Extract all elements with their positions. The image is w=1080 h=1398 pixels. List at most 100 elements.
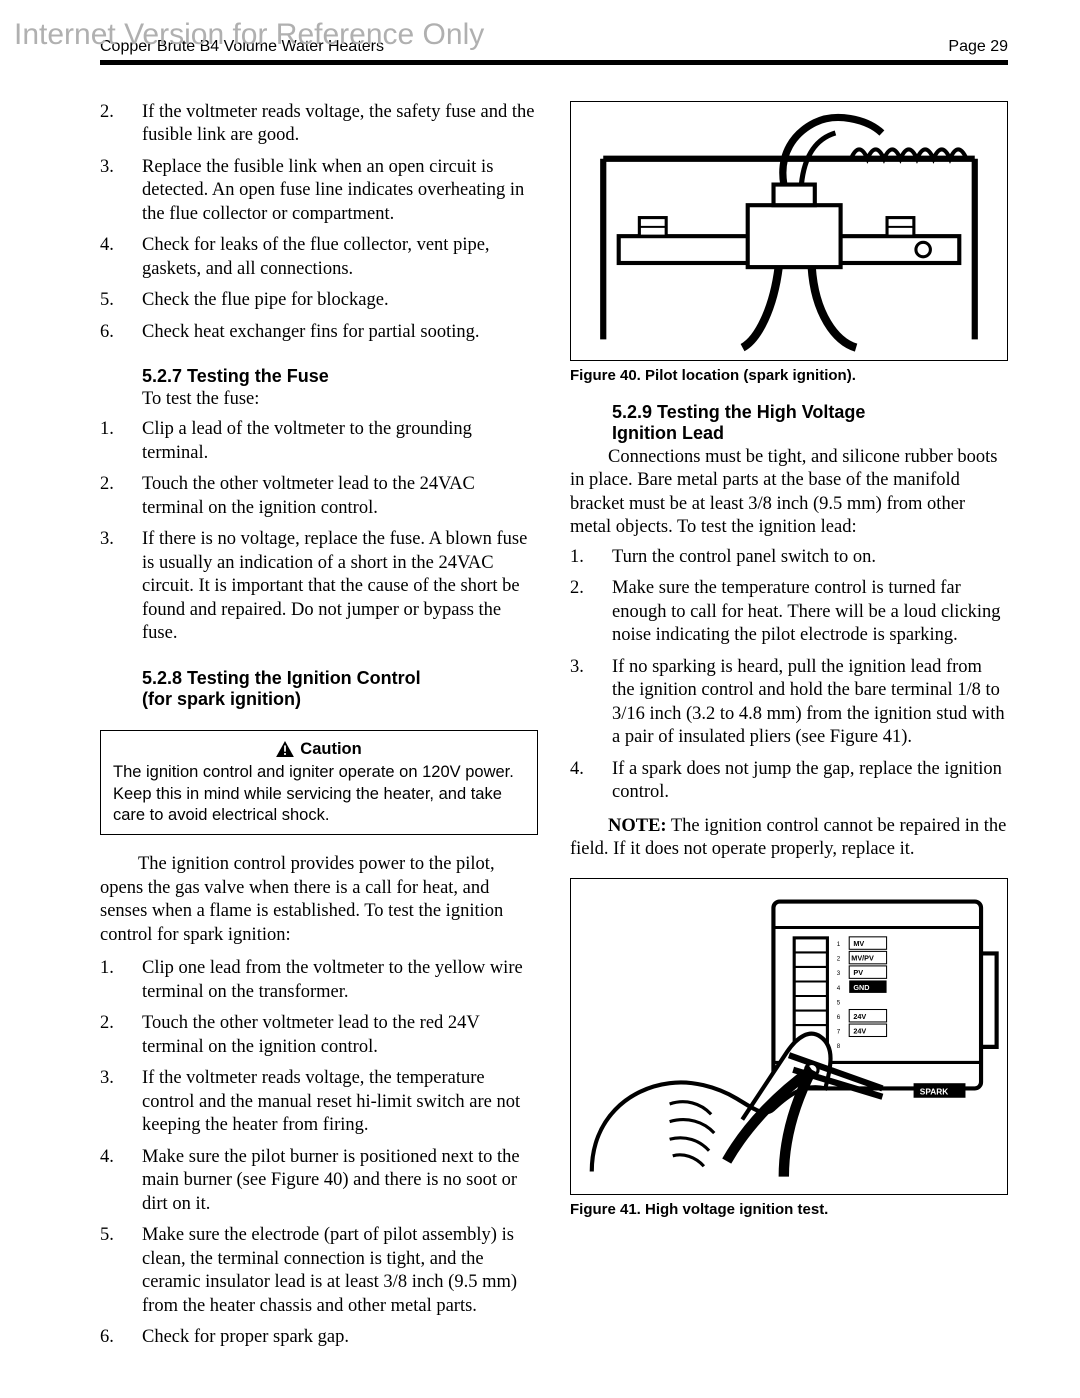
- list-text: Make sure the temperature control is tur…: [612, 577, 1008, 647]
- list-item: 1.Turn the control panel switch to on.: [570, 546, 1008, 569]
- list-item: 1.Clip one lead from the voltmeter to th…: [100, 957, 538, 1004]
- list-number: 4.: [100, 234, 142, 281]
- list-item: 6.Check for proper spark gap.: [100, 1326, 538, 1349]
- list-text: Clip one lead from the voltmeter to the …: [142, 957, 538, 1004]
- svg-text:8: 8: [837, 1043, 841, 1050]
- list-number: 4.: [100, 1146, 142, 1216]
- pre-list: 2.If the voltmeter reads voltage, the sa…: [100, 101, 538, 344]
- list-number: 6.: [100, 321, 142, 344]
- list-number: 3.: [100, 528, 142, 645]
- caution-label: Caution: [300, 739, 361, 760]
- list-item: 3.If no sparking is heard, pull the igni…: [570, 656, 1008, 750]
- list-number: 5.: [100, 289, 142, 312]
- caution-text: The ignition control and igniter operate…: [113, 762, 525, 826]
- two-column-layout: 2.If the voltmeter reads voltage, the sa…: [100, 101, 1008, 1358]
- note-paragraph: NOTE: The ignition control cannot be rep…: [570, 815, 1008, 862]
- warning-icon: [276, 741, 294, 757]
- list-text: Turn the control panel switch to on.: [612, 546, 1008, 569]
- svg-text:3: 3: [837, 970, 841, 977]
- list-text: Make sure the electrode (part of pilot a…: [142, 1224, 538, 1318]
- list-number: 2.: [100, 101, 142, 148]
- list-text: Check heat exchanger fins for partial so…: [142, 321, 538, 344]
- list-number: 3.: [100, 156, 142, 226]
- page: Copper Brute B4 Volume Water Heaters Pag…: [0, 0, 1080, 1398]
- caution-heading: Caution: [113, 739, 525, 760]
- list-text: Touch the other voltmeter lead to the 24…: [142, 473, 538, 520]
- list-5-2-9: 1.Turn the control panel switch to on.2.…: [570, 546, 1008, 805]
- svg-text:GND: GND: [853, 983, 869, 992]
- svg-text:SPARK: SPARK: [920, 1086, 948, 1096]
- svg-text:7: 7: [837, 1028, 841, 1035]
- list-number: 1.: [100, 957, 142, 1004]
- list-number: 2.: [100, 1012, 142, 1059]
- list-text: If a spark does not jump the gap, replac…: [612, 758, 1008, 805]
- left-column: 2.If the voltmeter reads voltage, the sa…: [100, 101, 538, 1358]
- list-text: If no sparking is heard, pull the igniti…: [612, 656, 1008, 750]
- list-text: Clip a lead of the voltmeter to the grou…: [142, 418, 538, 465]
- list-number: 3.: [100, 1067, 142, 1137]
- list-number: 5.: [100, 1224, 142, 1318]
- svg-text:24V: 24V: [853, 1012, 866, 1021]
- list-item: 6.Check heat exchanger fins for partial …: [100, 321, 538, 344]
- list-item: 3.Replace the fusible link when an open …: [100, 156, 538, 226]
- figure-40-caption: Figure 40. Pilot location (spark ignitio…: [570, 367, 1008, 384]
- heading-5-2-7: 5.2.7 Testing the Fuse: [142, 366, 538, 387]
- caution-box: Caution The ignition control and igniter…: [100, 730, 538, 836]
- svg-text:1: 1: [837, 941, 841, 948]
- svg-text:5: 5: [837, 999, 841, 1006]
- list-number: 2.: [100, 473, 142, 520]
- list-item: 3.If the voltmeter reads voltage, the te…: [100, 1067, 538, 1137]
- list-item: 2.If the voltmeter reads voltage, the sa…: [100, 101, 538, 148]
- list-item: 5.Check the flue pipe for blockage.: [100, 289, 538, 312]
- list-text: Check for leaks of the flue collector, v…: [142, 234, 538, 281]
- svg-text:PV: PV: [853, 968, 863, 977]
- list-text: If the voltmeter reads voltage, the temp…: [142, 1067, 538, 1137]
- heading-5-2-9: 5.2.9 Testing the High Voltage Ignition …: [612, 402, 1008, 444]
- header-page: Page 29: [948, 38, 1008, 56]
- para-5-2-8: The ignition control provides power to t…: [100, 853, 538, 947]
- list-number: 4.: [570, 758, 612, 805]
- svg-text:4: 4: [837, 985, 841, 992]
- list-5-2-7: 1.Clip a lead of the voltmeter to the gr…: [100, 418, 538, 645]
- figure-41: 12 34 56 78 MV MV/PV PV GND 24V 24V SP: [570, 878, 1008, 1195]
- heading-5-2-9-line2: Ignition Lead: [612, 423, 724, 443]
- list-text: Touch the other voltmeter lead to the re…: [142, 1012, 538, 1059]
- svg-text:MV/PV: MV/PV: [851, 953, 874, 962]
- list-item: 4.Check for leaks of the flue collector,…: [100, 234, 538, 281]
- figure-41-illustration: 12 34 56 78 MV MV/PV PV GND 24V 24V SP: [571, 879, 1007, 1194]
- svg-text:24V: 24V: [853, 1026, 866, 1035]
- list-item: 4.If a spark does not jump the gap, repl…: [570, 758, 1008, 805]
- heading-5-2-8-line1: 5.2.8 Testing the Ignition Control: [142, 668, 421, 688]
- list-5-2-8: 1.Clip one lead from the voltmeter to th…: [100, 957, 538, 1349]
- svg-text:2: 2: [837, 955, 841, 962]
- list-item: 2.Make sure the temperature control is t…: [570, 577, 1008, 647]
- list-number: 6.: [100, 1326, 142, 1349]
- list-item: 2.Touch the other voltmeter lead to the …: [100, 473, 538, 520]
- heading-5-2-8: 5.2.8 Testing the Ignition Control (for …: [142, 668, 538, 710]
- list-text: If there is no voltage, replace the fuse…: [142, 528, 538, 645]
- list-item: 5.Make sure the electrode (part of pilot…: [100, 1224, 538, 1318]
- list-number: 1.: [100, 418, 142, 465]
- list-text: Replace the fusible link when an open ci…: [142, 156, 538, 226]
- list-number: 3.: [570, 656, 612, 750]
- list-text: Check for proper spark gap.: [142, 1326, 538, 1349]
- list-item: 4.Make sure the pilot burner is position…: [100, 1146, 538, 1216]
- list-item: 2.Touch the other voltmeter lead to the …: [100, 1012, 538, 1059]
- list-text: Make sure the pilot burner is positioned…: [142, 1146, 538, 1216]
- heading-5-2-8-line2: (for spark ignition): [142, 689, 301, 709]
- figure-40: [570, 101, 1008, 361]
- right-column: Figure 40. Pilot location (spark ignitio…: [570, 101, 1008, 1358]
- watermark-text: Internet Version for Reference Only: [14, 18, 484, 52]
- heading-5-2-9-line1: 5.2.9 Testing the High Voltage: [612, 402, 865, 422]
- figure-40-illustration: [571, 102, 1007, 360]
- list-item: 3.If there is no voltage, replace the fu…: [100, 528, 538, 645]
- list-item: 1.Clip a lead of the voltmeter to the gr…: [100, 418, 538, 465]
- intro-5-2-7: To test the fuse:: [142, 389, 538, 410]
- list-number: 2.: [570, 577, 612, 647]
- list-text: If the voltmeter reads voltage, the safe…: [142, 101, 538, 148]
- figure-41-caption: Figure 41. High voltage ignition test.: [570, 1201, 1008, 1218]
- svg-text:6: 6: [837, 1014, 841, 1021]
- list-number: 1.: [570, 546, 612, 569]
- list-text: Check the flue pipe for blockage.: [142, 289, 538, 312]
- svg-text:MV: MV: [853, 939, 864, 948]
